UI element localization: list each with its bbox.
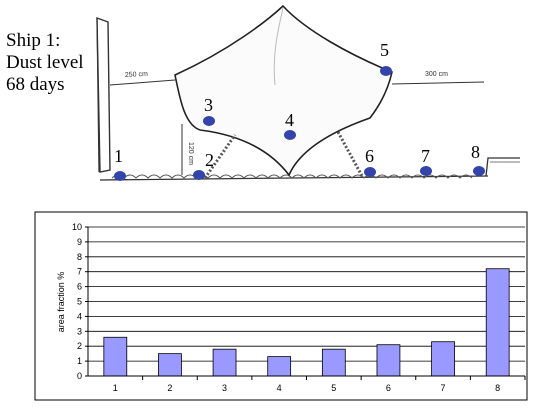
y-tick-label: 7 <box>77 267 82 277</box>
left-wall-line <box>96 17 100 173</box>
y-tick-label: 6 <box>77 282 82 292</box>
y-axis-label: area fraction % <box>56 272 66 333</box>
x-tick-label: 4 <box>277 383 282 393</box>
point-2: 2 <box>193 150 214 180</box>
bar-5 <box>321 348 346 377</box>
y-tick-label: 0 <box>77 371 82 381</box>
x-tick-label: 5 <box>331 383 336 393</box>
right-support <box>336 131 364 177</box>
point-8: 8 <box>471 142 485 176</box>
dim-left-arrow <box>109 79 176 86</box>
x-tick-label: 6 <box>386 383 391 393</box>
point-1-label: 1 <box>114 146 123 166</box>
y-tick-label: 9 <box>77 237 82 247</box>
bar-8 <box>485 268 510 377</box>
x-tick-label: 7 <box>441 383 446 393</box>
point-8-label: 8 <box>471 142 480 162</box>
x-tick-label: 1 <box>113 383 118 393</box>
dim-right-arrow <box>391 81 485 85</box>
point-6: 6 <box>364 146 376 177</box>
bar-3 <box>212 348 237 377</box>
point-7-label: 7 <box>421 146 430 166</box>
caption-line-1: Ship 1: <box>6 30 61 51</box>
dim-left-label: 250 cm <box>125 71 148 79</box>
point-2-label: 2 <box>205 150 214 170</box>
y-tick-label: 3 <box>77 326 82 336</box>
y-tick-label: 5 <box>77 297 82 307</box>
x-tick-labels: 1 2 3 4 5 6 7 8 <box>113 376 526 393</box>
x-tick-label: 3 <box>222 383 227 393</box>
dim-right-label: 300 cm <box>425 71 448 78</box>
caption: Ship 1: Dust level 68 days <box>6 30 84 96</box>
ship-sketch: 250 cm 300 cm 120 cm 1 2 3 4 5 6 7 8 <box>96 4 520 181</box>
y-tick-label: 8 <box>77 252 82 262</box>
y-tick-label: 2 <box>77 341 82 351</box>
y-tick-labels: 0 1 2 3 4 5 6 7 8 9 10 <box>72 222 82 381</box>
bars <box>103 268 510 377</box>
left-support <box>203 134 237 179</box>
bar-6 <box>376 344 401 377</box>
bar-1 <box>103 336 128 377</box>
point-4: 4 <box>284 110 296 140</box>
point-3-label: 3 <box>204 95 213 115</box>
y-tick-label: 10 <box>72 222 82 232</box>
point-5: 5 <box>380 40 392 76</box>
caption-line-2: Dust level <box>6 52 84 73</box>
dust-bumps <box>111 174 473 179</box>
dim-height-label: 120 cm <box>187 142 194 165</box>
point-4-label: 4 <box>285 110 294 130</box>
right-step <box>485 157 520 177</box>
hull-shading <box>273 7 284 86</box>
point-6-label: 6 <box>365 146 374 166</box>
point-5-label: 5 <box>380 40 389 60</box>
left-wall <box>96 16 111 173</box>
point-1: 1 <box>114 146 126 181</box>
point-7: 7 <box>420 146 432 176</box>
y-tick-label: 1 <box>77 356 82 366</box>
bar-7 <box>431 341 455 377</box>
floor-line <box>99 175 489 181</box>
x-tick-label: 8 <box>495 383 500 393</box>
y-tick-label: 4 <box>77 311 82 321</box>
x-tick-label: 2 <box>167 383 172 393</box>
caption-line-3: 68 days <box>6 74 65 95</box>
bar-4 <box>267 356 292 377</box>
bar-2 <box>158 353 182 377</box>
point-3: 3 <box>203 95 215 126</box>
